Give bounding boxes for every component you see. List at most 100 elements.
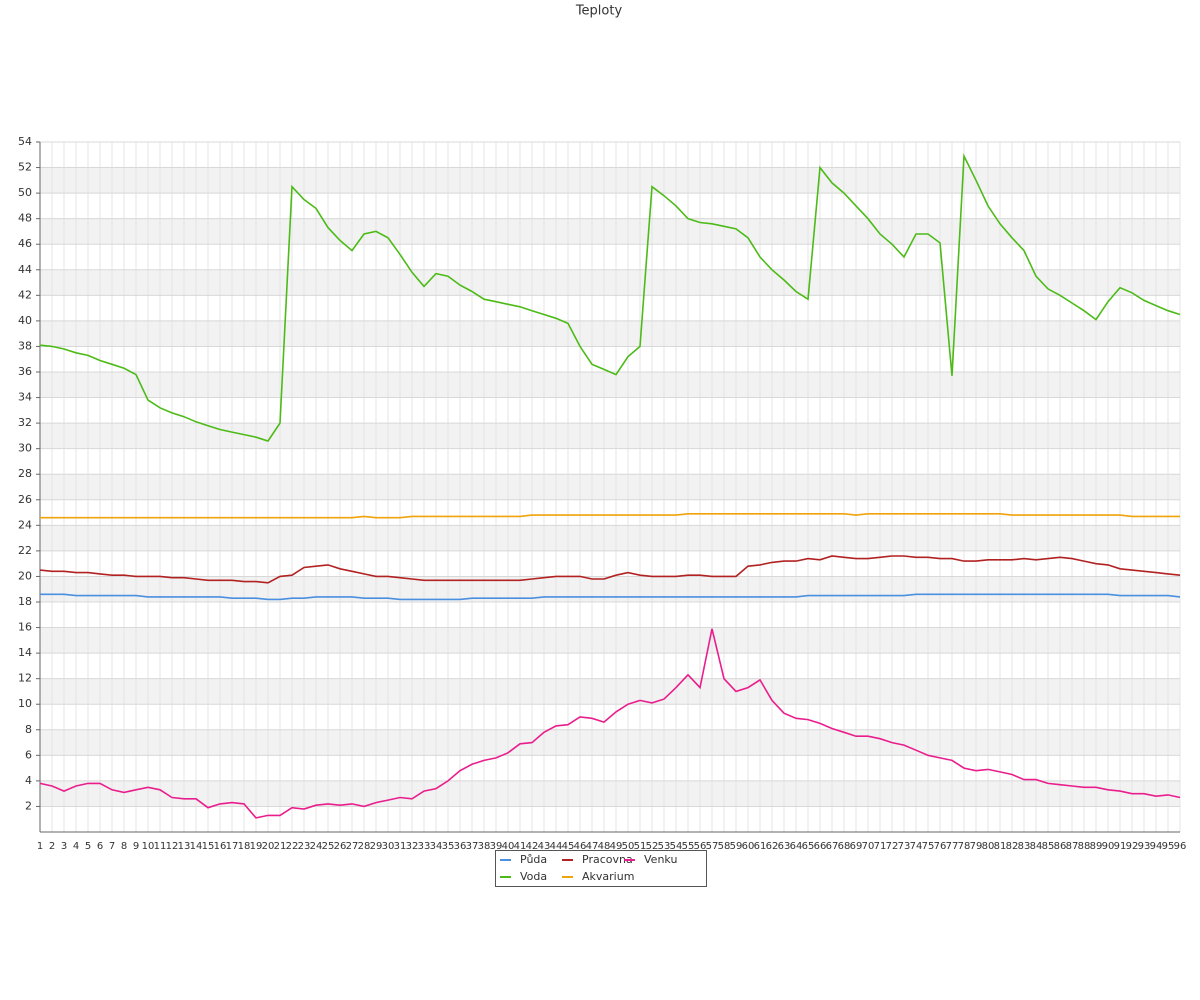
y-tick-label: 44 xyxy=(18,263,32,276)
x-tick-label: 2 xyxy=(49,841,55,852)
x-tick-label: 8 xyxy=(121,841,127,852)
x-tick-label: 90 xyxy=(1102,841,1115,852)
x-tick-label: 21 xyxy=(274,841,287,852)
x-tick-label: 68 xyxy=(838,841,851,852)
x-tick-label: 51 xyxy=(634,841,647,852)
x-tick-label: 64 xyxy=(790,841,803,852)
grid-band xyxy=(40,320,1180,347)
x-tick-label: 93 xyxy=(1138,841,1151,852)
x-tick-label: 61 xyxy=(754,841,767,852)
x-tick-label: 54 xyxy=(670,841,683,852)
y-tick-label: 30 xyxy=(18,442,32,455)
x-tick-label: 26 xyxy=(334,841,347,852)
grid-band xyxy=(40,678,1180,705)
y-tick-label: 34 xyxy=(18,391,32,404)
y-tick-label: 36 xyxy=(18,365,32,378)
y-tick-label: 54 xyxy=(18,135,32,148)
x-tick-label: 23 xyxy=(298,841,311,852)
grid-band xyxy=(40,474,1180,500)
x-tick-label: 33 xyxy=(418,841,431,852)
x-tick-label: 32 xyxy=(406,841,419,852)
x-tick-label: 50 xyxy=(622,841,635,852)
y-tick-label: 2 xyxy=(25,799,32,812)
legend-label: Pracovna xyxy=(582,853,633,866)
grid-band xyxy=(40,729,1180,756)
x-tick-label: 82 xyxy=(1006,841,1019,852)
series-line xyxy=(40,593,1181,601)
x-tick-label: 72 xyxy=(886,841,899,852)
x-tick-label: 6 xyxy=(97,841,103,852)
y-tick-label: 4 xyxy=(25,774,32,787)
x-tick-label: 35 xyxy=(442,841,455,852)
x-tick-label: 70 xyxy=(862,841,875,852)
y-tick-label: 52 xyxy=(18,161,32,174)
x-tick-label: 66 xyxy=(814,841,827,852)
legend-label: Venku xyxy=(644,853,677,866)
x-tick-label: 4 xyxy=(73,841,79,852)
y-tick-label: 42 xyxy=(18,288,32,301)
x-tick-label: 30 xyxy=(382,841,395,852)
legend-box xyxy=(495,850,707,887)
x-tick-label: 41 xyxy=(514,841,527,852)
x-tick-label: 63 xyxy=(778,841,791,852)
x-tick-label: 57 xyxy=(706,841,719,852)
x-tick-label: 59 xyxy=(730,841,743,852)
x-tick-label: 77 xyxy=(946,841,959,852)
x-tick-label: 52 xyxy=(646,841,659,852)
x-tick-label: 42 xyxy=(526,841,539,852)
grid-band xyxy=(40,423,1180,449)
x-tick-label: 24 xyxy=(310,841,323,852)
x-tick-label: 76 xyxy=(934,841,947,852)
x-tick-label: 34 xyxy=(430,841,443,852)
x-tick-label: 60 xyxy=(742,841,755,852)
x-tick-label: 10 xyxy=(142,841,155,852)
x-tick-label: 69 xyxy=(850,841,863,852)
y-tick-label: 24 xyxy=(18,518,32,531)
x-tick-label: 78 xyxy=(958,841,971,852)
x-tick-label: 40 xyxy=(502,841,515,852)
x-tick-label: 56 xyxy=(694,841,707,852)
x-tick-label: 75 xyxy=(922,841,935,852)
x-tick-label: 43 xyxy=(538,841,551,852)
x-tick-label: 20 xyxy=(262,841,275,852)
x-tick-label: 12 xyxy=(166,841,179,852)
x-tick-label: 22 xyxy=(286,841,299,852)
x-tick-label: 86 xyxy=(1054,841,1067,852)
y-tick-label: 46 xyxy=(18,237,32,250)
legend-label: Půda xyxy=(520,853,547,866)
x-tick-label: 49 xyxy=(610,841,623,852)
x-tick-label: 5 xyxy=(85,841,91,852)
y-tick-label: 14 xyxy=(18,646,32,659)
x-tick-label: 11 xyxy=(154,841,167,852)
x-tick-label: 48 xyxy=(598,841,611,852)
x-tick-label: 95 xyxy=(1162,841,1175,852)
grid-band xyxy=(40,627,1180,654)
y-tick-label: 10 xyxy=(18,697,32,710)
x-tick-label: 58 xyxy=(718,841,731,852)
x-tick-label: 15 xyxy=(202,841,215,852)
x-tick-label: 39 xyxy=(490,841,503,852)
x-tick-label: 84 xyxy=(1030,841,1043,852)
y-tick-label: 50 xyxy=(18,186,32,199)
grid-band xyxy=(40,780,1180,807)
x-tick-label: 74 xyxy=(910,841,923,852)
x-tick-label: 16 xyxy=(214,841,227,852)
x-tick-label: 96 xyxy=(1174,841,1187,852)
y-tick-label: 38 xyxy=(18,339,32,352)
x-tick-label: 9 xyxy=(133,841,139,852)
x-tick-label: 55 xyxy=(682,841,695,852)
x-tick-label: 94 xyxy=(1150,841,1163,852)
x-tick-label: 45 xyxy=(562,841,575,852)
x-tick-label: 91 xyxy=(1114,841,1127,852)
x-tick-label: 25 xyxy=(322,841,335,852)
x-tick-label: 28 xyxy=(358,841,371,852)
x-tick-label: 67 xyxy=(826,841,839,852)
x-tick-label: 62 xyxy=(766,841,779,852)
grid-band xyxy=(40,372,1180,398)
x-tick-label: 71 xyxy=(874,841,887,852)
x-tick-label: 38 xyxy=(478,841,491,852)
y-tick-label: 32 xyxy=(18,416,32,429)
x-tick-label: 92 xyxy=(1126,841,1139,852)
x-tick-label: 3 xyxy=(61,841,67,852)
